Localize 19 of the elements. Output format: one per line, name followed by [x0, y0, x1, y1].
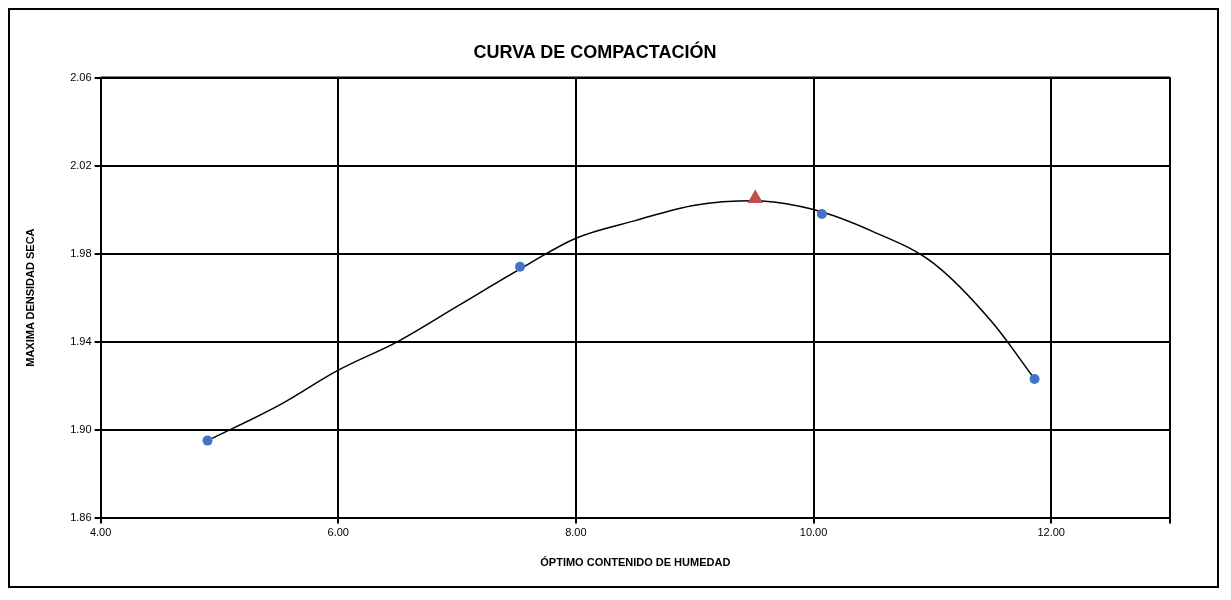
x-tick-label: 10.00: [799, 526, 828, 539]
point: [1029, 374, 1040, 384]
x-tick-label: 6.00: [327, 526, 349, 539]
x-tick-label: 4.00: [89, 526, 112, 539]
point: [747, 189, 764, 204]
y-tick-label: 2.02: [70, 158, 92, 171]
point: [202, 435, 213, 446]
y-tick-label: 1.98: [70, 246, 92, 259]
y-tick-label: 1.94: [70, 334, 92, 347]
y-axis-title: MAXIMA DENSIDAD SECA: [23, 228, 36, 367]
chart-title: CURVA DE COMPACTACIÓN: [473, 40, 717, 62]
y-tick-label: 1.90: [70, 422, 92, 435]
y-tick-label: 1.86: [70, 510, 92, 523]
point: [816, 209, 827, 219]
point: [515, 261, 526, 272]
y-tick-label: 2.06: [70, 70, 92, 83]
x-tick-label: 12.00: [1037, 526, 1065, 539]
x-tick-label: 8.00: [565, 526, 587, 539]
x-axis-title: ÓPTIMO CONTENIDO DE HUMEDAD: [540, 556, 731, 569]
